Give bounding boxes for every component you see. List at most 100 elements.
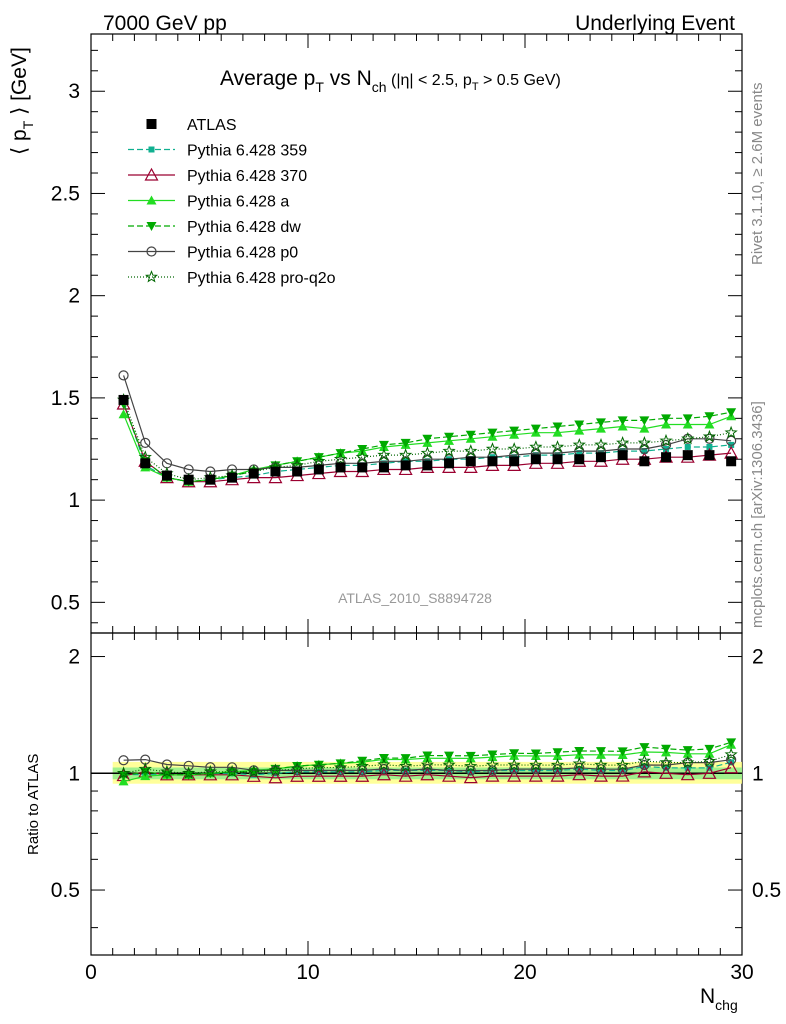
data-point bbox=[144, 167, 159, 181]
data-point bbox=[335, 462, 346, 473]
data-point bbox=[270, 466, 281, 477]
data-point bbox=[704, 757, 715, 768]
data-point bbox=[313, 760, 324, 770]
legend-entry: Pythia 6.428 a bbox=[128, 194, 289, 211]
data-point bbox=[659, 433, 673, 447]
x-axis-label: Nchg bbox=[700, 985, 738, 1013]
data-point bbox=[594, 437, 608, 451]
data-point bbox=[377, 448, 391, 461]
data-point bbox=[485, 442, 500, 455]
data-point bbox=[355, 768, 370, 782]
legend-entry: Pythia 6.428 359 bbox=[128, 143, 307, 160]
data-point bbox=[617, 416, 628, 426]
ratio-tick-label: 1 bbox=[68, 762, 80, 785]
plot-title: Average pT vs Nch (|η| < 2.5, pT > 0.5 G… bbox=[220, 67, 561, 95]
data-point bbox=[637, 764, 652, 778]
y-tick-label: 1.5 bbox=[51, 387, 80, 410]
data-point bbox=[615, 768, 630, 782]
data-point bbox=[660, 760, 672, 771]
data-point bbox=[313, 464, 324, 475]
data-point bbox=[442, 444, 456, 457]
data-point bbox=[724, 425, 738, 439]
data-point bbox=[420, 757, 434, 771]
data-point bbox=[312, 454, 326, 467]
data-point bbox=[333, 768, 348, 782]
data-point bbox=[292, 466, 303, 477]
data-point bbox=[528, 768, 543, 782]
data-point bbox=[160, 764, 174, 778]
data-point bbox=[550, 440, 565, 453]
series-line bbox=[123, 399, 732, 481]
ratio-plot-frame bbox=[90, 632, 743, 956]
data-point bbox=[442, 768, 457, 782]
x-axis-label-main: N bbox=[700, 985, 715, 1008]
data-point bbox=[146, 119, 157, 129]
data-point bbox=[146, 195, 157, 205]
data-point bbox=[637, 754, 651, 767]
data-point bbox=[661, 744, 672, 754]
legend-label: Pythia 6.428 370 bbox=[187, 168, 307, 185]
data-point bbox=[637, 435, 651, 449]
data-point bbox=[118, 409, 129, 419]
data-point bbox=[529, 440, 543, 453]
data-point bbox=[292, 457, 303, 467]
data-point bbox=[311, 768, 326, 782]
data-point bbox=[617, 747, 628, 757]
ratio-tick-label-right: 2 bbox=[752, 646, 764, 669]
y-axis-label-top: ⟨ pT ⟩ [GeV] bbox=[8, 47, 36, 155]
data-point bbox=[333, 452, 348, 465]
ratio-series-line bbox=[123, 741, 732, 777]
data-point bbox=[530, 424, 541, 434]
data-point bbox=[639, 423, 650, 433]
y-tick-label: 1 bbox=[68, 489, 80, 512]
data-point bbox=[400, 460, 411, 471]
data-point bbox=[380, 767, 387, 774]
data-point bbox=[357, 462, 368, 473]
data-point bbox=[660, 439, 672, 451]
data-point bbox=[572, 767, 587, 781]
data-point bbox=[182, 766, 196, 779]
x-tick-label: 10 bbox=[296, 961, 319, 984]
y-tick-label: 2 bbox=[68, 285, 80, 308]
data-point bbox=[268, 470, 283, 484]
legend-label: Pythia 6.428 a bbox=[187, 194, 289, 211]
data-point bbox=[355, 450, 369, 463]
data-point bbox=[552, 454, 563, 465]
data-point bbox=[726, 754, 737, 765]
data-point bbox=[357, 445, 368, 455]
data-point bbox=[507, 768, 522, 782]
header-right: Underlying Event bbox=[575, 12, 735, 35]
data-point bbox=[661, 414, 672, 424]
y-axis-label-post: ⟩ [GeV] bbox=[8, 47, 31, 121]
data-point bbox=[574, 420, 585, 430]
data-point bbox=[574, 746, 585, 756]
data-point bbox=[576, 450, 583, 457]
data-point bbox=[595, 423, 606, 433]
data-point bbox=[465, 430, 476, 440]
data-point bbox=[617, 764, 628, 775]
data-point bbox=[639, 743, 650, 753]
plot-title-b: vs N bbox=[324, 67, 372, 90]
y-tick-label: 0.5 bbox=[51, 591, 80, 614]
data-point bbox=[355, 759, 369, 772]
data-point bbox=[400, 754, 411, 764]
data-point bbox=[444, 432, 455, 442]
analysis-tag: ATLAS_2010_S8894728 bbox=[338, 590, 492, 606]
data-point bbox=[140, 437, 151, 448]
ratio-tick-label-right: 0.5 bbox=[752, 879, 781, 902]
series-atlas bbox=[118, 394, 737, 485]
data-point bbox=[313, 453, 324, 463]
data-point bbox=[507, 758, 521, 771]
data-point bbox=[706, 443, 713, 450]
data-point bbox=[661, 452, 672, 463]
data-point bbox=[399, 759, 413, 772]
data-point bbox=[682, 419, 693, 429]
ratio-tick-label-right: 1 bbox=[752, 762, 764, 785]
y-axis-label-bottom: Ratio to ATLAS bbox=[25, 754, 42, 855]
data-point bbox=[574, 425, 585, 435]
legend-label: ATLAS bbox=[187, 117, 237, 134]
legend-entry: Pythia 6.428 370 bbox=[128, 167, 307, 185]
data-point bbox=[420, 446, 434, 459]
data-point bbox=[227, 472, 238, 483]
data-point bbox=[118, 370, 129, 381]
